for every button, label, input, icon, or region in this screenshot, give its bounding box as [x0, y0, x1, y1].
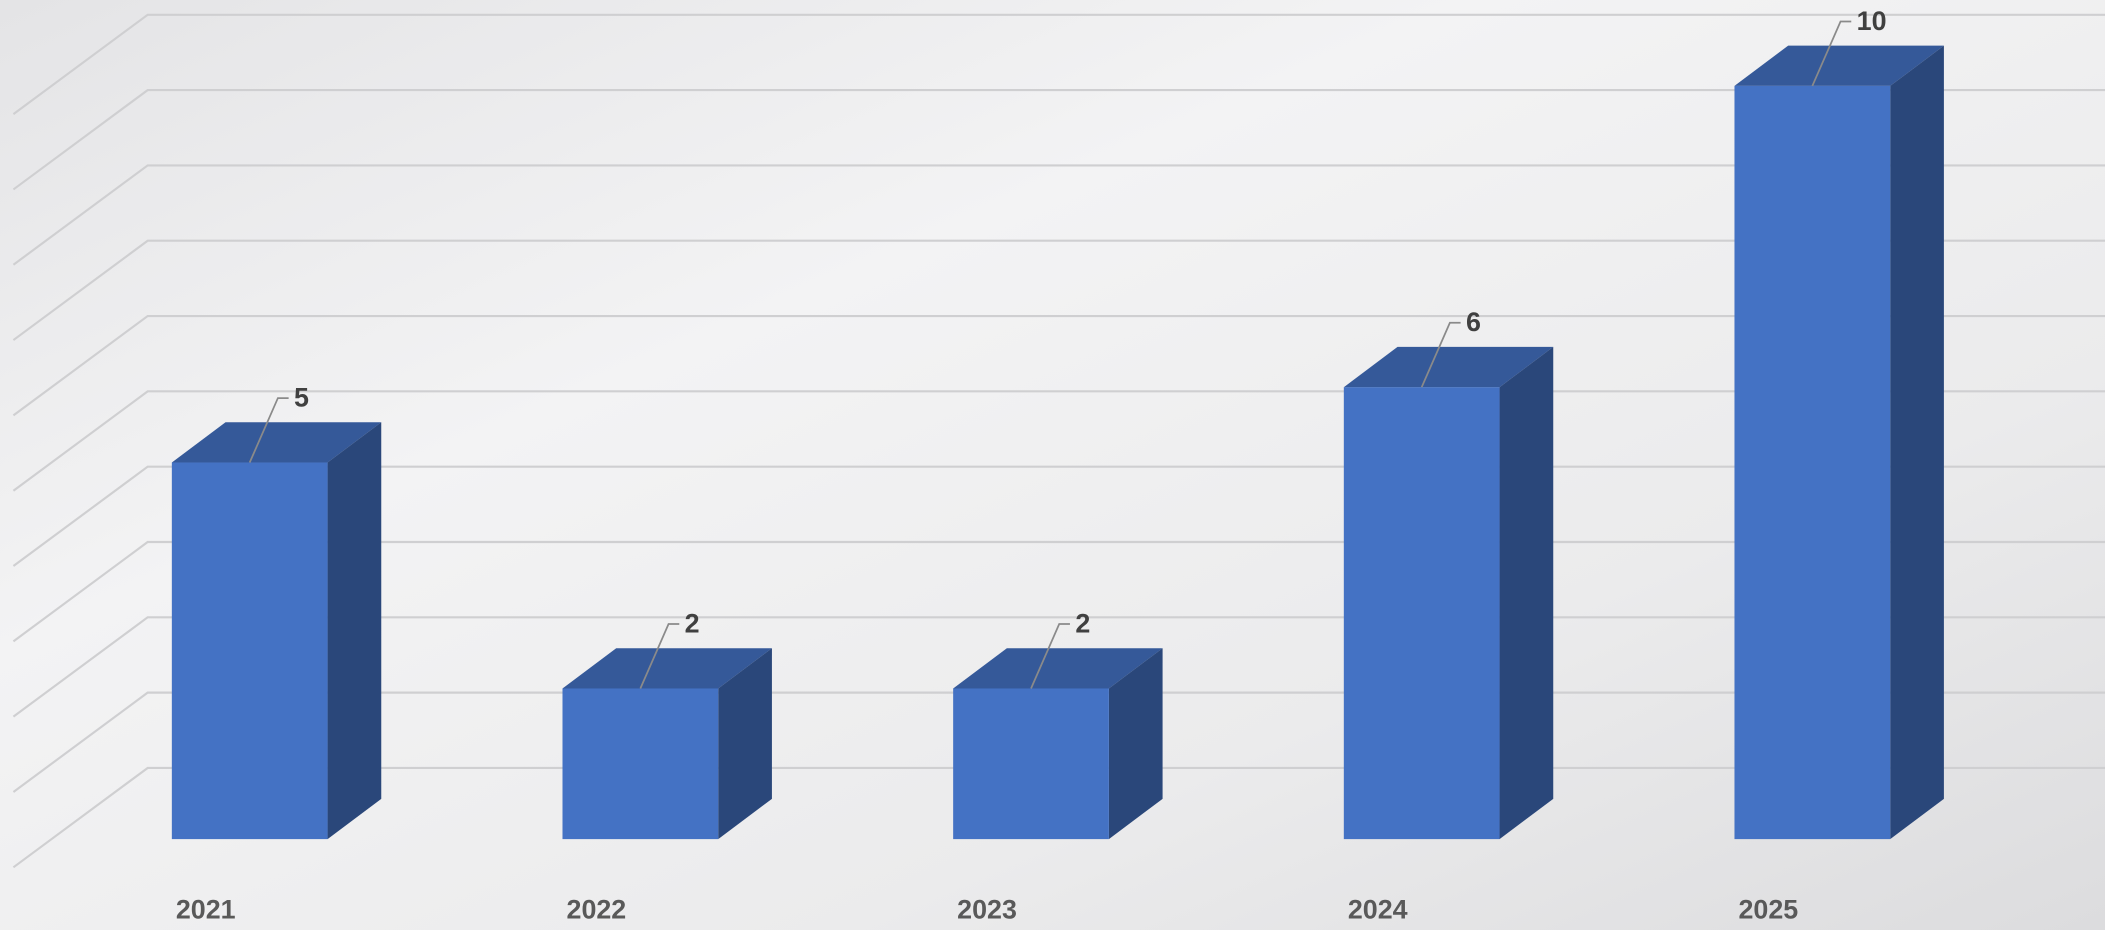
value-label: 5 [294, 383, 309, 413]
x-tick-label: 2022 [567, 895, 627, 925]
leader-line [1811, 20, 1852, 87]
value-label: 6 [1466, 307, 1481, 337]
bar-side [1499, 346, 1554, 840]
bar-side [1890, 45, 1944, 840]
leader-line [1030, 623, 1070, 689]
grid-line [12, 239, 2105, 341]
bar [1734, 85, 1891, 840]
bar [1343, 387, 1500, 840]
grid-line [12, 13, 2105, 115]
leader-line [639, 623, 680, 689]
grid-line [12, 164, 2105, 266]
value-label: 10 [1857, 6, 1887, 36]
bar-side [1108, 648, 1163, 840]
grid-line [12, 89, 2105, 191]
bar-side [718, 648, 772, 840]
bar-top [1734, 45, 1944, 86]
plot-area: 5 2021 2 2022 2 2023 6 2024 10 2025 [12, 6, 2105, 925]
bar-side [327, 422, 382, 840]
x-tick-label: 2025 [1739, 895, 1799, 925]
value-label: 2 [685, 608, 700, 638]
bar-top [1343, 346, 1554, 388]
bar-top [171, 422, 382, 463]
bar [171, 462, 328, 840]
grid-line [12, 314, 2105, 417]
bar [953, 688, 1109, 840]
bar-top [562, 648, 772, 689]
x-tick-label: 2023 [957, 895, 1017, 925]
bar [562, 688, 719, 840]
leader-line [1420, 321, 1461, 388]
bar-top [953, 648, 1163, 689]
value-label: 2 [1075, 608, 1090, 638]
leader-line [248, 397, 289, 463]
x-tick-label: 2021 [176, 895, 236, 925]
x-tick-label: 2024 [1348, 895, 1408, 925]
